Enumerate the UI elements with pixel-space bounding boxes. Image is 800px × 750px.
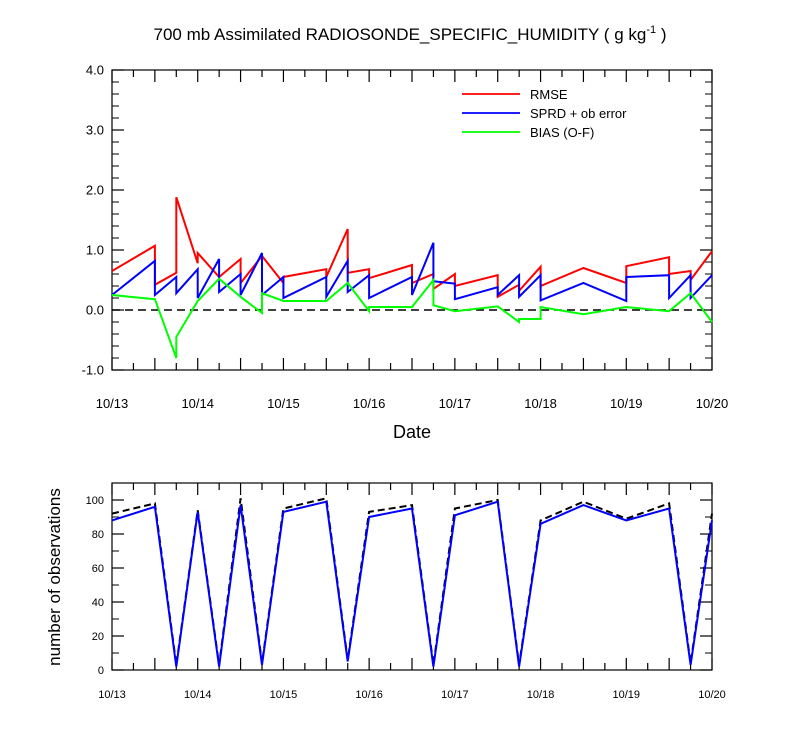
top-x-tick-label: 10/20 bbox=[696, 396, 729, 411]
top-x-axis-label: Date bbox=[393, 422, 431, 442]
top-plot-panel: 10/13 10/14 10/15 10/16 10/17 10/18 10/19 10/20… bbox=[82, 63, 729, 411]
top-x-tick-label: 10/16 bbox=[353, 396, 386, 411]
bottom-x-tick-label: 10/13 bbox=[98, 689, 126, 701]
top-x-tick-label: 10/15 bbox=[267, 396, 300, 411]
bottom-series-possible-observations bbox=[111, 497, 713, 666]
top-series-rmse bbox=[111, 196, 713, 299]
top-y-tick-label: 0.0 bbox=[86, 303, 104, 318]
legend-label-2: BIAS (O-F) bbox=[530, 125, 594, 140]
bottom-x-tick-label: 10/20 bbox=[698, 689, 726, 701]
chart-title-superscript: -1 bbox=[646, 24, 656, 36]
top-x-tick-label: 10/18 bbox=[524, 396, 557, 411]
bottom-y-tick-label: 40 bbox=[92, 597, 104, 609]
chart-title-main: 700 mb Assimilated RADIOSONDE_SPECIFIC_H… bbox=[154, 25, 647, 44]
bottom-y-axis-label: number of observations bbox=[45, 488, 64, 666]
bottom-x-tick-label: 10/18 bbox=[527, 689, 555, 701]
top-y-tick-label: -1.0 bbox=[82, 363, 104, 378]
bottom-y-tick-label: 80 bbox=[92, 529, 104, 541]
top-y-tick-label: 3.0 bbox=[86, 123, 104, 138]
top-y-tick-label: 1.0 bbox=[86, 243, 104, 258]
legend-label-1: SPRD + ob error bbox=[530, 106, 627, 121]
bottom-plot-panel: 10/13 10/14 10/15 10/16 10/17 10/18 10/19 10/20… bbox=[86, 482, 726, 701]
top-x-tick-label: 10/14 bbox=[181, 396, 214, 411]
bottom-series-assimilated-observations bbox=[111, 500, 713, 667]
bottom-x-tick-label: 10/16 bbox=[355, 689, 383, 701]
top-series-sprd-ob-error bbox=[111, 242, 713, 303]
bottom-y-tick-label: 60 bbox=[92, 563, 104, 575]
top-x-tick-label: 10/17 bbox=[439, 396, 472, 411]
chart-title: 700 mb Assimilated RADIOSONDE_SPECIFIC_H… bbox=[154, 24, 667, 44]
bottom-x-tick-label: 10/19 bbox=[613, 689, 641, 701]
legend: RMSE SPRD + ob error BIAS (O-F) bbox=[462, 87, 627, 140]
bottom-x-tick-label: 10/15 bbox=[270, 689, 298, 701]
bottom-y-tick-label: 0 bbox=[98, 665, 104, 677]
top-y-tick-label: 4.0 bbox=[86, 63, 104, 78]
bottom-x-tick-label: 10/17 bbox=[441, 689, 469, 701]
top-x-tick-label: 10/13 bbox=[96, 396, 129, 411]
bottom-x-tick-label: 10/14 bbox=[184, 689, 212, 701]
chart-title-end: ) bbox=[656, 25, 666, 44]
top-series-bias-o-f bbox=[111, 277, 713, 359]
bottom-y-tick-label: 20 bbox=[92, 631, 104, 643]
bottom-y-tick-label: 100 bbox=[86, 495, 104, 507]
top-y-tick-label: 2.0 bbox=[86, 183, 104, 198]
legend-label-0: RMSE bbox=[530, 87, 568, 102]
top-x-tick-label: 10/19 bbox=[610, 396, 643, 411]
